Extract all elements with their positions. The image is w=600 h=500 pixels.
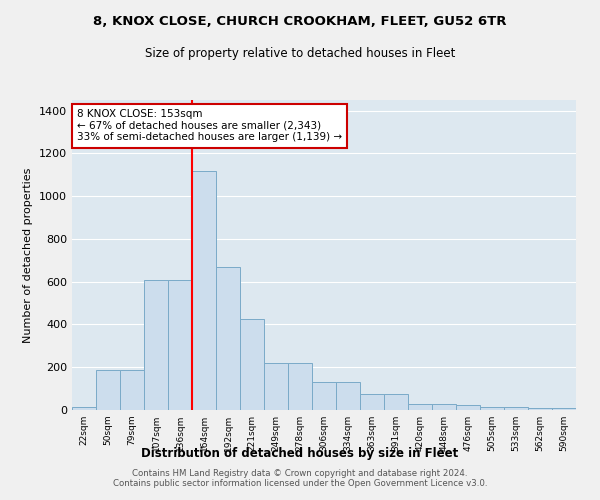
Bar [120,370,144,410]
Text: 8 KNOX CLOSE: 153sqm
← 67% of detached houses are smaller (2,343)
33% of semi-de: 8 KNOX CLOSE: 153sqm ← 67% of detached h… [77,110,342,142]
Bar [288,363,312,410]
Bar [504,408,528,410]
Text: Contains HM Land Registry data © Crown copyright and database right 2024.: Contains HM Land Registry data © Crown c… [132,469,468,478]
Bar [360,394,384,410]
Bar [432,404,456,410]
Bar [240,319,264,410]
Bar [456,406,480,410]
Bar [336,382,360,410]
Y-axis label: Number of detached properties: Number of detached properties [23,168,34,342]
Bar [72,407,96,410]
Bar [384,394,408,410]
Text: Distribution of detached houses by size in Fleet: Distribution of detached houses by size … [142,448,458,460]
Bar [480,407,504,410]
Bar [192,170,216,410]
Bar [408,404,432,410]
Bar [216,267,240,410]
Text: 8, KNOX CLOSE, CHURCH CROOKHAM, FLEET, GU52 6TR: 8, KNOX CLOSE, CHURCH CROOKHAM, FLEET, G… [93,15,507,28]
Bar [312,382,336,410]
Bar [144,280,168,410]
Bar [528,408,552,410]
Text: Size of property relative to detached houses in Fleet: Size of property relative to detached ho… [145,48,455,60]
Bar [96,370,120,410]
Bar [264,363,288,410]
Bar [168,280,192,410]
Bar [552,408,576,410]
Text: Contains public sector information licensed under the Open Government Licence v3: Contains public sector information licen… [113,479,487,488]
